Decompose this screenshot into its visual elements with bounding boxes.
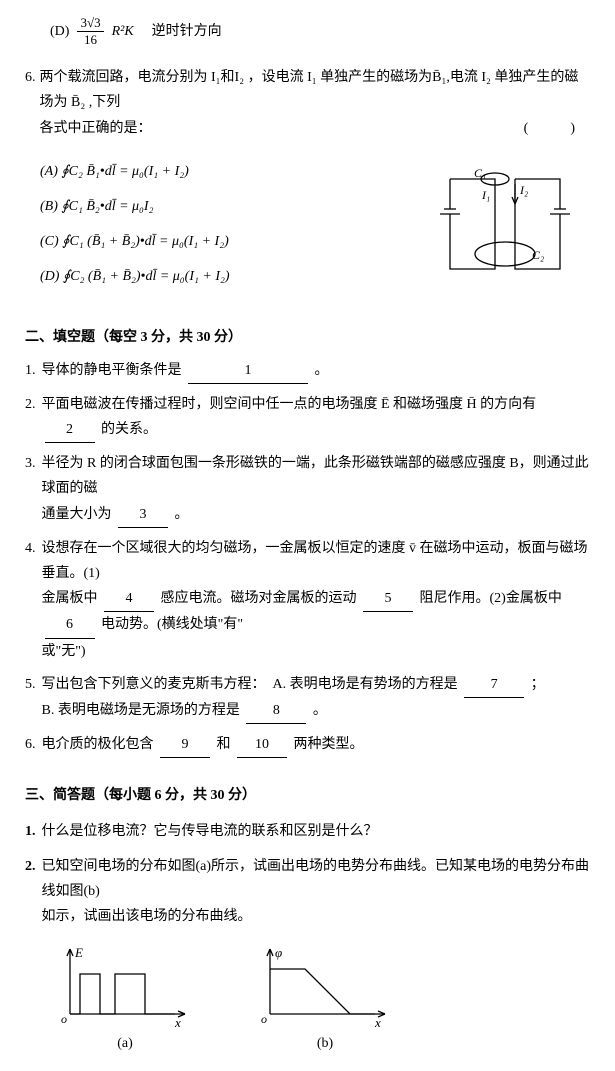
diagram-i2-label: I₂ [519, 183, 528, 197]
q4-text4: 阻尼作用。(2)金属板中 [420, 591, 562, 606]
fig-b-caption: (b) [255, 1031, 395, 1056]
question-text-line1: 两个载流回路，电流分别为 I₁和I₂ ，设电流 I₁ 单独产生的磁场为B̄₁,电… [40, 65, 591, 115]
q6f-text3: 两种类型。 [294, 737, 364, 752]
figures-row: E o x (a) φ o x (b) [55, 939, 590, 1056]
question-number: 2. [25, 392, 36, 443]
blank-1: 1 [188, 358, 308, 384]
diagram-c1-label: C₁ [474, 166, 486, 180]
fig-a-xlabel: x [174, 1015, 181, 1029]
fig-b-ylabel: φ [275, 945, 282, 960]
option-c: (C) ∮C₁ (B̄₁ + B̄₂)•dl̄ = μ₀(I₁ + I₂) [40, 229, 420, 254]
sa-q2-text1: 已知空间电场的分布如图(a)所示，试画出电场的电势分布曲线。已知某电场的电势分布… [42, 859, 590, 899]
q5-text1: 写出包含下列意义的麦克斯韦方程： A. 表明电场是有势场的方程是 [42, 677, 458, 692]
figure-a: E o x (a) [55, 939, 195, 1056]
fig-b-xlabel: x [374, 1015, 381, 1029]
option-direction: 逆时针方向 [152, 19, 222, 44]
fill-q5: 5. 写出包含下列意义的麦克斯韦方程： A. 表明电场是有势场的方程是 7 ； … [25, 672, 590, 724]
q3-text2: 通量大小为 [42, 507, 112, 522]
q5-text4: 。 [313, 703, 327, 718]
q3-text3: 。 [175, 507, 189, 522]
fill-q4: 4. 设想存在一个区域很大的均匀磁场，一金属板以恒定的速度 v̄ 在磁场中运动，… [25, 536, 590, 664]
fill-q6: 6. 电介质的极化包含 9 和 10 两种类型。 [25, 732, 590, 758]
option-d: (D) ∮C₂ (B̄₁ + B̄₂)•dl̄ = μ₀(I₁ + I₂) [40, 264, 420, 289]
blank-3: 3 [118, 502, 168, 528]
q6f-text2: 和 [217, 737, 231, 752]
question-number: 2. [25, 854, 36, 930]
blank-2: 2 [45, 417, 95, 443]
q3-text1: 半径为 R 的闭合球面包围一条形磁铁的一端，此条形磁铁端部的磁感应强度 B，则通… [42, 456, 589, 496]
question-number: 3. [25, 451, 36, 528]
fraction-denominator: 16 [81, 32, 100, 48]
blank-8: 8 [246, 698, 306, 724]
question-number: 5. [25, 672, 36, 724]
answer-paren: ( ) [524, 116, 575, 141]
q4-text5: 电动势。(横线处填"有" [101, 617, 243, 632]
q4-text1: 设想存在一个区域很大的均匀磁场，一金属板以恒定的速度 v̄ 在磁场中运动，板面与… [42, 541, 588, 581]
blank-6: 6 [45, 612, 95, 638]
blank-10: 10 [237, 732, 287, 758]
q2-text2: 的关系。 [101, 422, 157, 437]
q5-text2: ； [531, 677, 545, 692]
option-d-fragment: (D) 3√3 16 R²K 逆时针方向 [50, 15, 590, 47]
diagram-c2-label: C₂ [532, 248, 544, 262]
fig-a-ylabel: E [74, 945, 83, 960]
options-list: (A) ∮C₂ B̄₁•dl̄ = μ₀(I₁ + I₂) (B) ∮C₁ B̄… [25, 149, 420, 300]
question-number: 1. [25, 358, 36, 384]
question-number: 4. [25, 536, 36, 664]
sa-q1-text: 什么是位移电流？它与传导电流的联系和区别是什么？ [42, 819, 591, 844]
fraction-numerator: 3√3 [77, 15, 103, 32]
fill-q3: 3. 半径为 R 的闭合球面包围一条形磁铁的一端，此条形磁铁端部的磁感应强度 B… [25, 451, 590, 528]
fraction: 3√3 16 [77, 15, 103, 47]
question-number: 6. [25, 732, 36, 758]
option-label: (D) [50, 19, 69, 44]
figure-b: φ o x (b) [255, 939, 395, 1056]
q1-text2: 。 [315, 363, 329, 378]
question-number: 1. [25, 819, 36, 844]
circuit-diagram: C₁ I₁ I₂ C₂ [420, 159, 590, 289]
section-2-title: 二、填空题（每空 3 分，共 30 分） [25, 325, 590, 350]
fig-a-caption: (a) [55, 1031, 195, 1056]
q5-text3: B. 表明电磁场是无源场的方程是 [42, 703, 240, 718]
fig-b-origin: o [261, 1012, 267, 1026]
question-6: 6. 两个载流回路，电流分别为 I₁和I₂ ，设电流 I₁ 单独产生的磁场为B̄… [25, 65, 590, 299]
q4-text6: 或"无") [42, 644, 86, 659]
sa-q2-text2: 如示，试画出该电场的分布曲线。 [42, 909, 252, 924]
fig-a-origin: o [61, 1012, 67, 1026]
q4-text3: 感应电流。磁场对金属板的运动 [161, 591, 357, 606]
option-b: (B) ∮C₁ B̄₂•dl̄ = μ₀I₂ [40, 194, 420, 219]
diagram-i1-label: I₁ [481, 188, 490, 202]
q6f-text1: 电介质的极化包含 [42, 737, 154, 752]
blank-9: 9 [160, 732, 210, 758]
option-expr: R²K [112, 19, 134, 44]
q4-text2: 金属板中 [42, 591, 98, 606]
question-text-line2: 各式中正确的是： [40, 121, 152, 136]
sa-q2: 2. 已知空间电场的分布如图(a)所示，试画出电场的电势分布曲线。已知某电场的电… [25, 854, 590, 930]
sa-q1: 1. 什么是位移电流？它与传导电流的联系和区别是什么？ [25, 819, 590, 844]
q1-text1: 导体的静电平衡条件是 [42, 363, 182, 378]
fill-q2: 2. 平面电磁波在传播过程时，则空间中任一点的电场强度 Ē 和磁场强度 H̄ 的… [25, 392, 590, 443]
section-3-title: 三、简答题（每小题 6 分，共 30 分） [25, 783, 590, 808]
fill-q1: 1. 导体的静电平衡条件是 1 。 [25, 358, 590, 384]
blank-4: 4 [104, 586, 154, 612]
option-a: (A) ∮C₂ B̄₁•dl̄ = μ₀(I₁ + I₂) [40, 159, 420, 184]
blank-5: 5 [363, 586, 413, 612]
blank-7: 7 [464, 672, 524, 698]
q2-text1: 平面电磁波在传播过程时，则空间中任一点的电场强度 Ē 和磁场强度 H̄ 的方向有 [42, 397, 537, 412]
question-number: 6. [25, 65, 36, 141]
